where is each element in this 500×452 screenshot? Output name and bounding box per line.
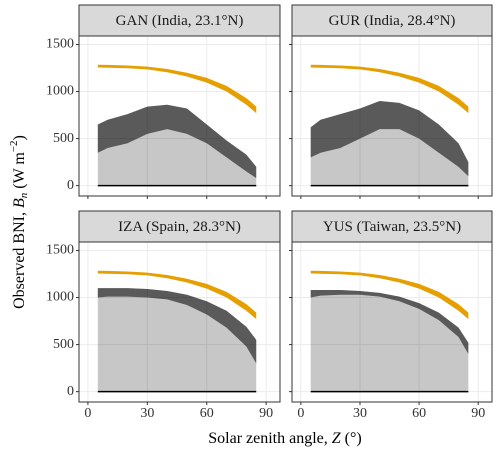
- panel-border: [291, 35, 493, 197]
- x-axis-symbol: Z: [332, 430, 342, 447]
- y-axis-title: Observed BNI, Bn (W m−2): [8, 135, 30, 309]
- y-axis-exponent: −2: [8, 140, 20, 152]
- clear-sky-band: [310, 64, 469, 114]
- dense-cloud: [97, 288, 257, 364]
- y-tick-label: 1000: [46, 290, 74, 305]
- dense-cloud: [97, 104, 257, 179]
- y-tick-label: 0: [67, 178, 74, 193]
- sparse-cloud: [310, 290, 469, 392]
- clear-sky-band: [97, 64, 257, 114]
- y-axis-title-text: Observed BNI,: [11, 208, 28, 309]
- plot-background: [79, 242, 280, 402]
- x-tick-label: 30: [353, 406, 367, 421]
- panel-border: [78, 241, 281, 403]
- strip: [291, 4, 493, 37]
- clear-sky-band: [310, 270, 469, 320]
- x-tick-label: 60: [200, 406, 214, 421]
- y-tick-label: 0: [67, 384, 74, 399]
- x-axis-title: Solar zenith angle, Z (°): [208, 430, 361, 447]
- x-tick-label: 90: [471, 406, 485, 421]
- x-tick-label: 0: [84, 406, 91, 421]
- y-axis-unit: (W m: [11, 152, 28, 193]
- x-tick-label: 30: [140, 406, 154, 421]
- y-tick-label: 1500: [46, 243, 74, 258]
- y-tick-label: 1500: [46, 37, 74, 52]
- panel-border: [291, 241, 493, 403]
- panel-title: IZA (Spain, 28.3°N): [118, 219, 241, 235]
- plot-background: [292, 242, 492, 402]
- x-axis-title-text: Solar zenith angle,: [208, 430, 332, 447]
- x-axis-unit: (°): [341, 430, 362, 447]
- y-axis-symbol: B: [11, 198, 28, 208]
- x-tick-label: 60: [412, 406, 426, 421]
- strip: [291, 210, 493, 243]
- panel-title: YUS (Taiwan, 23.5°N): [323, 219, 461, 235]
- panel-border: [78, 35, 281, 197]
- y-axis-unit-close: ): [11, 135, 28, 140]
- clear-sky-band: [97, 270, 257, 320]
- dense-cloud: [310, 100, 469, 177]
- x-tick-label: 90: [259, 406, 273, 421]
- panel-title: GAN (India, 23.1°N): [116, 13, 244, 29]
- y-tick-label: 500: [53, 131, 74, 146]
- x-tick-label: 0: [297, 406, 304, 421]
- y-axis-subscript: n: [18, 192, 30, 198]
- y-tick-label: 1000: [46, 84, 74, 99]
- y-tick-label: 500: [53, 337, 74, 352]
- panel-title: GUR (India, 28.4°N): [329, 13, 456, 29]
- strip: [78, 4, 281, 37]
- strip: [78, 210, 281, 243]
